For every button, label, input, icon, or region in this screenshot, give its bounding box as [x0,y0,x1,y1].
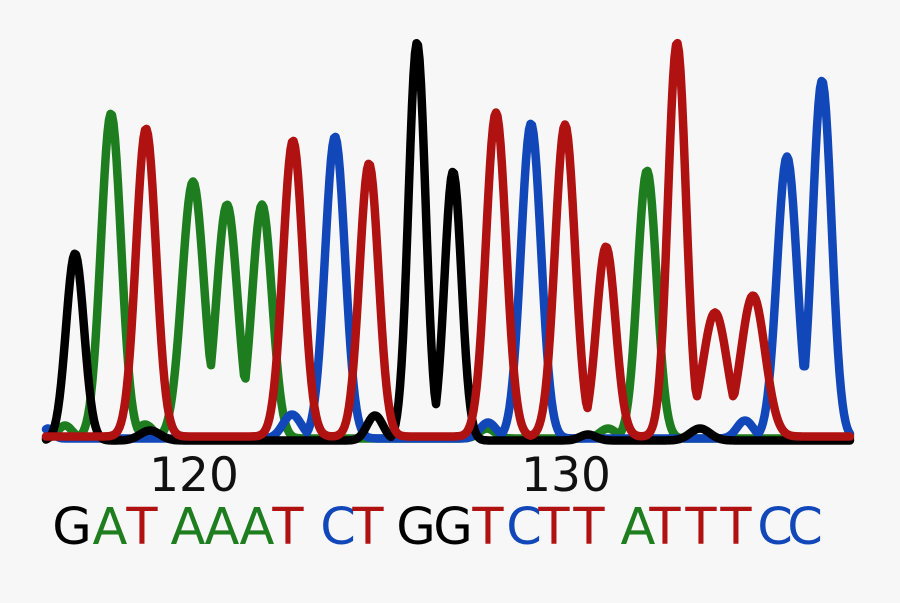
guanine-trace-black [41,38,855,445]
thymine-trace-red [41,38,855,441]
base-call-letter-7-T: T [272,498,304,557]
base-call-letter-12-T: T [472,498,504,557]
base-call-letter-18-T: T [685,498,717,557]
base-call-letter-16-A: A [620,498,656,557]
base-call-letter-11-G: G [433,498,473,557]
x-tick-label-130: 130 [521,448,611,503]
base-call-letter-10-G: G [396,498,436,557]
base-call-letter-1-G: G [52,498,92,557]
base-call-letter-9-T: T [352,498,384,557]
base-call-letter-13-C: C [506,498,542,557]
base-call-letter-2-A: A [92,498,128,557]
base-call-letter-17-T: T [649,498,681,557]
base-call-letter-3-T: T [126,498,158,557]
base-call-letter-20-C: C [757,498,793,557]
base-call-letter-5-A: A [204,498,240,557]
base-call-letter-8-C: C [320,498,356,557]
base-call-letter-15-T: T [573,498,605,557]
x-axis-tick-labels: 120 130 [0,452,900,500]
base-call-letter-21-C: C [787,498,823,557]
base-call-letter-4-A: A [170,498,206,557]
base-call-letter-19-T: T [720,498,752,557]
base-call-letter-6-A: A [239,498,275,557]
base-call-letter-14-T: T [538,498,570,557]
x-tick-label-120: 120 [149,448,239,503]
